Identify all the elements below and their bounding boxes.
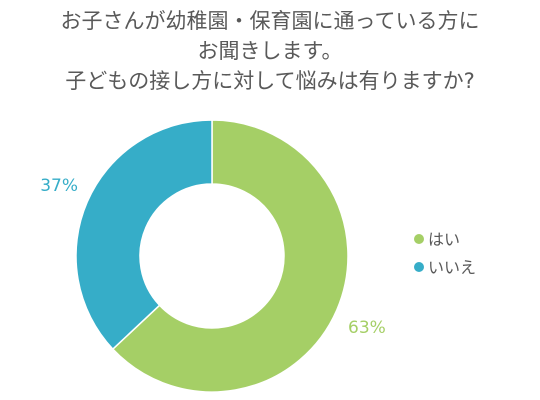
donut-slices <box>75 119 349 393</box>
chart-title-line-2: お聞きします。 <box>197 39 343 63</box>
slice-label-yes: 63% <box>348 318 386 338</box>
slice-label-no: 37% <box>40 176 78 196</box>
chart-title: お子さんが幼稚園・保育園に通っている方に お聞きします。 子どもの接し方に対して… <box>0 6 540 96</box>
chart-title-line-3: 子どもの接し方に対して悩みは有りますか? <box>65 69 475 93</box>
slice-yes <box>111 119 349 393</box>
legend-label-yes: はい <box>428 230 460 249</box>
slice-no <box>75 119 213 351</box>
legend-marker-yes <box>414 234 424 244</box>
chart-title-line-1: お子さんが幼稚園・保育園に通っている方に <box>60 9 480 33</box>
legend-marker-no <box>414 262 424 272</box>
legend-label-no: いいえ <box>428 258 476 277</box>
legend: はい いいえ <box>414 230 476 277</box>
